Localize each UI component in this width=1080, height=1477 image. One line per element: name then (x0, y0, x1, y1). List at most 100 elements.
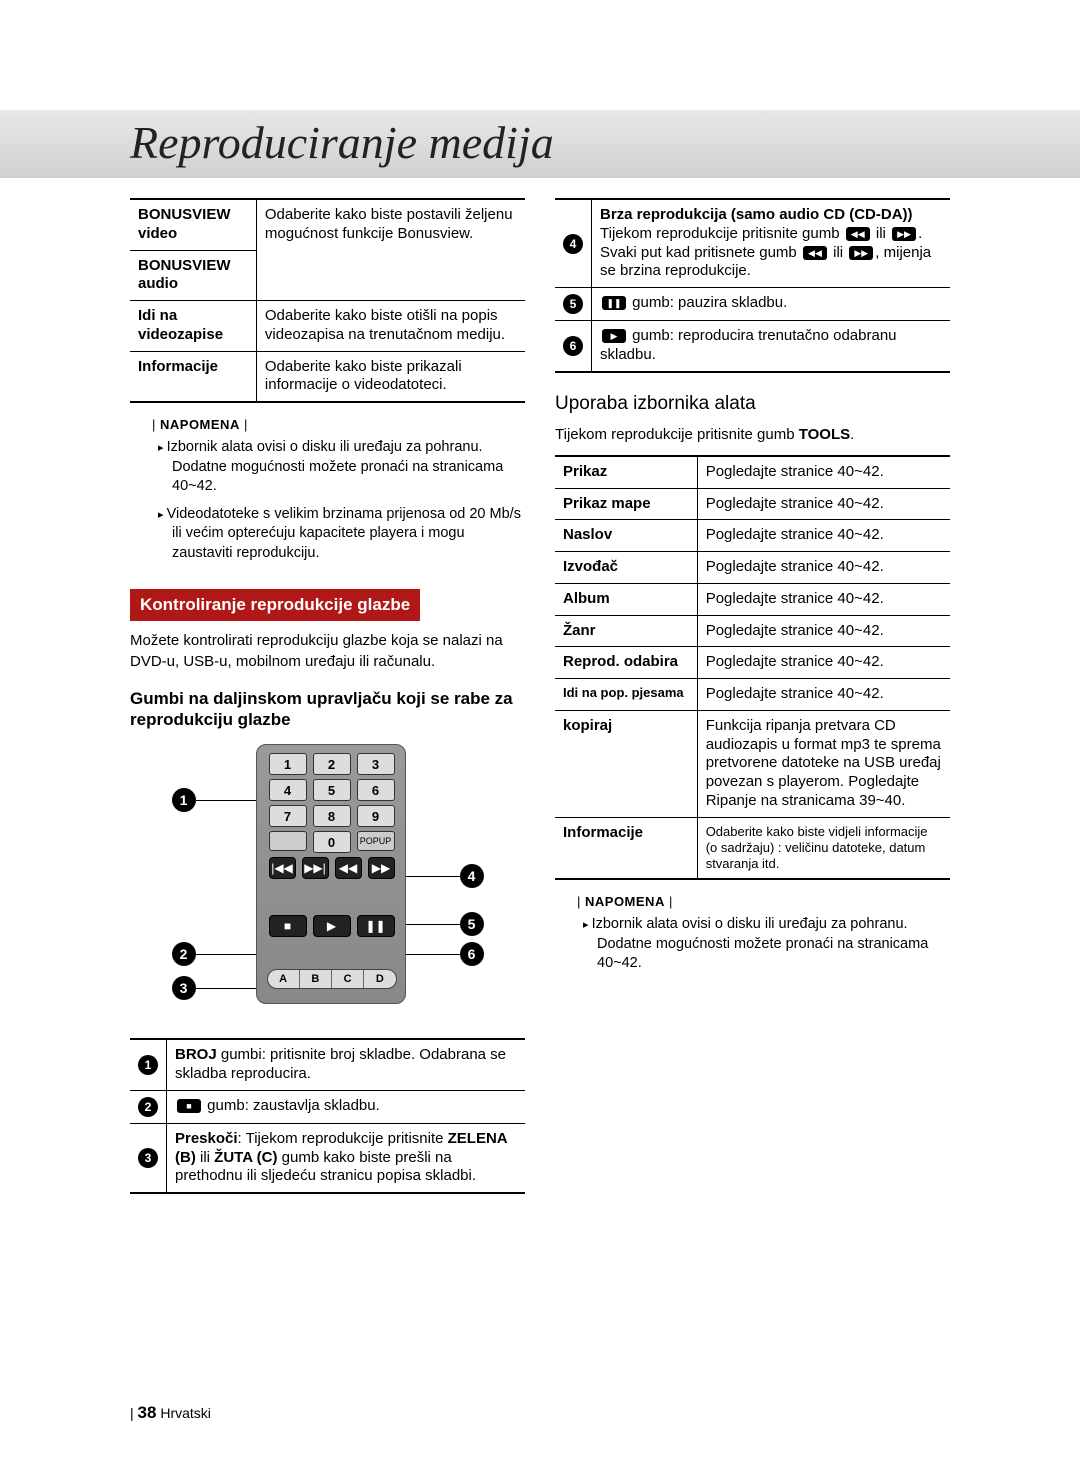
cell-bv-audio: BONUSVIEW audio (130, 250, 256, 301)
r6-num: 6 (555, 321, 592, 372)
tools-row-value: Pogledajte stranice 40~42. (697, 520, 950, 552)
remote-buttons-table: 1 BROJ gumbi: pritisnite broj skladbe. O… (130, 1038, 525, 1194)
play-icon: ▶ (602, 329, 626, 343)
row1-rest: gumbi: pritisnite broj skladbe. Odabrana… (175, 1046, 506, 1082)
lead-4 (406, 876, 460, 877)
tools-para-a: Tijekom reprodukcije pritisnite gumb (555, 426, 799, 443)
remote-body: 123 456 789 0POPUP |◀◀▶▶|◀◀▶▶ ■ ▶ ❚❚ A B (256, 744, 406, 1004)
bonusview-table: BONUSVIEW video Odaberite kako biste pos… (130, 198, 525, 403)
cell-bv-video: BONUSVIEW video (130, 199, 256, 250)
page-footer: | 38 Hrvatski (130, 1403, 211, 1423)
section-para: Možete kontrolirati reprodukciju glazbe … (130, 631, 525, 672)
note-2: Videodatoteke s velikim brzinama prijeno… (172, 505, 525, 564)
note-1: Izbornik alata ovisi o disku ili uređaju… (172, 438, 525, 497)
key-c: C (332, 970, 364, 988)
right-column: 4 Brza reprodukcija (samo audio CD (CD-D… (555, 198, 950, 1194)
key-a: A (268, 970, 300, 988)
row2-desc: ■ gumb: zaustavlja skladbu. (167, 1090, 526, 1123)
key-play-icon: ▶ (313, 915, 351, 937)
pause-icon: ❚❚ (602, 296, 626, 310)
tools-row-value: Pogledajte stranice 40~42. (697, 552, 950, 584)
tools-para-bold: TOOLS (799, 426, 850, 443)
tools-row-label: kopiraj (555, 710, 697, 817)
key-4: 4 (269, 779, 307, 801)
lead-2 (196, 954, 256, 955)
key-b: B (300, 970, 332, 988)
tools-row-label: Prikaz (555, 456, 697, 488)
r4-l2b: ili (829, 244, 847, 261)
key-2: 2 (313, 753, 351, 775)
r4-l1a: Tijekom reprodukcije pritisnite gumb (600, 225, 844, 242)
row2-text: gumb: zaustavlja skladbu. (203, 1097, 380, 1114)
subhead-tools: Uporaba izbornika alata (555, 393, 950, 415)
cell-idi-desc: Odaberite kako biste otišli na popis vid… (256, 301, 525, 352)
r5-desc: ❚❚ gumb: pauzira skladbu. (592, 288, 951, 321)
key-blank-l (269, 831, 307, 851)
footer-lang: Hrvatski (160, 1405, 211, 1421)
tools-para: Tijekom reprodukcije pritisnite gumb TOO… (555, 425, 950, 445)
rew-icon-2: ◀◀ (803, 246, 827, 260)
tools-row-label: Prikaz mape (555, 488, 697, 520)
tools-row-label: Idi na pop. pjesama (555, 679, 697, 711)
row3-m1: : Tijekom reprodukcije pritisnite (238, 1130, 448, 1147)
cell-idi-label: Idi na videozapise (130, 301, 256, 352)
key-8: 8 (313, 805, 351, 827)
stop-icon: ■ (177, 1099, 201, 1113)
cell-info-desc: Odaberite kako biste prikazali informaci… (256, 351, 525, 402)
row3-num: 3 (130, 1123, 167, 1193)
tools-row-value: Pogledajte stranice 40~42. (697, 583, 950, 615)
playback-buttons-table: 4 Brza reprodukcija (samo audio CD (CD-D… (555, 198, 950, 373)
r5-text: gumb: pauzira skladbu. (628, 294, 787, 311)
tools-row-value: Pogledajte stranice 40~42. (697, 679, 950, 711)
key-5: 5 (313, 779, 351, 801)
r4-title: Brza reprodukcija (samo audio CD (CD-DA)… (600, 206, 913, 223)
key-6: 6 (357, 779, 395, 801)
row3-desc: Preskoči: Tijekom reprodukcije pritisnit… (167, 1123, 526, 1193)
lead-6 (406, 954, 460, 955)
transport-row: ■ ▶ ❚❚ (269, 915, 395, 941)
abcd-pill: A B C D (267, 969, 397, 989)
key-popup: POPUP (357, 831, 395, 851)
cell-info-label: Informacije (130, 351, 256, 402)
r4-desc: Brza reprodukcija (samo audio CD (CD-DA)… (592, 199, 951, 288)
r4-num: 4 (555, 199, 592, 288)
tools-row-value: Pogledajte stranice 40~42. (697, 488, 950, 520)
callout-2: 2 (172, 942, 196, 966)
callout-3: 3 (172, 976, 196, 1000)
tools-row-value: Pogledajte stranice 40~42. (697, 615, 950, 647)
r6-desc: ▶ gumb: reproducira trenutačno odabranu … (592, 321, 951, 372)
r4-l1b: ili (872, 225, 890, 242)
tools-row-label: Naslov (555, 520, 697, 552)
napomena-label: NAPOMENA (152, 417, 525, 432)
tools-row-label: Album (555, 583, 697, 615)
row3-b1: Preskoči (175, 1130, 238, 1147)
callout-6: 6 (460, 942, 484, 966)
keypad: 123 456 789 0POPUP |◀◀▶▶|◀◀▶▶ (269, 753, 395, 883)
key-rew-icon: ◀◀ (335, 857, 362, 879)
note-r1: Izbornik alata ovisi o disku ili uređaju… (597, 915, 950, 974)
napomena-label-r: NAPOMENA (577, 894, 950, 909)
r4-l1c: . (918, 225, 922, 242)
page-title: Reproduciranje medija (130, 116, 554, 169)
row1-num: 1 (130, 1039, 167, 1090)
tools-row-value: Pogledajte stranice 40~42. (697, 456, 950, 488)
key-stop-icon: ■ (269, 915, 307, 937)
rew-icon: ◀◀ (846, 227, 870, 241)
key-7: 7 (269, 805, 307, 827)
tools-row-label: Žanr (555, 615, 697, 647)
r4-l2a: Svaki put kad pritisnete gumb (600, 244, 801, 261)
key-9: 9 (357, 805, 395, 827)
key-pause-icon: ❚❚ (357, 915, 395, 937)
remote-diagram: 123 456 789 0POPUP |◀◀▶▶|◀◀▶▶ ■ ▶ ❚❚ A B (158, 744, 498, 1024)
row1-desc: BROJ gumbi: pritisnite broj skladbe. Oda… (167, 1039, 526, 1090)
ff-icon: ▶▶ (892, 227, 916, 241)
lead-1 (196, 800, 256, 801)
left-column: BONUSVIEW video Odaberite kako biste pos… (130, 198, 525, 1194)
tools-para-b: . (850, 426, 854, 443)
key-0: 0 (313, 831, 351, 853)
r6-text: gumb: reproducira trenutačno odabranu sk… (600, 327, 897, 363)
tools-row-value: Funkcija ripanja pretvara CD audiozapis … (697, 710, 950, 817)
title-strip: Reproduciranje medija (0, 110, 1080, 178)
key-next-icon: ▶▶| (302, 857, 329, 879)
key-1: 1 (269, 753, 307, 775)
